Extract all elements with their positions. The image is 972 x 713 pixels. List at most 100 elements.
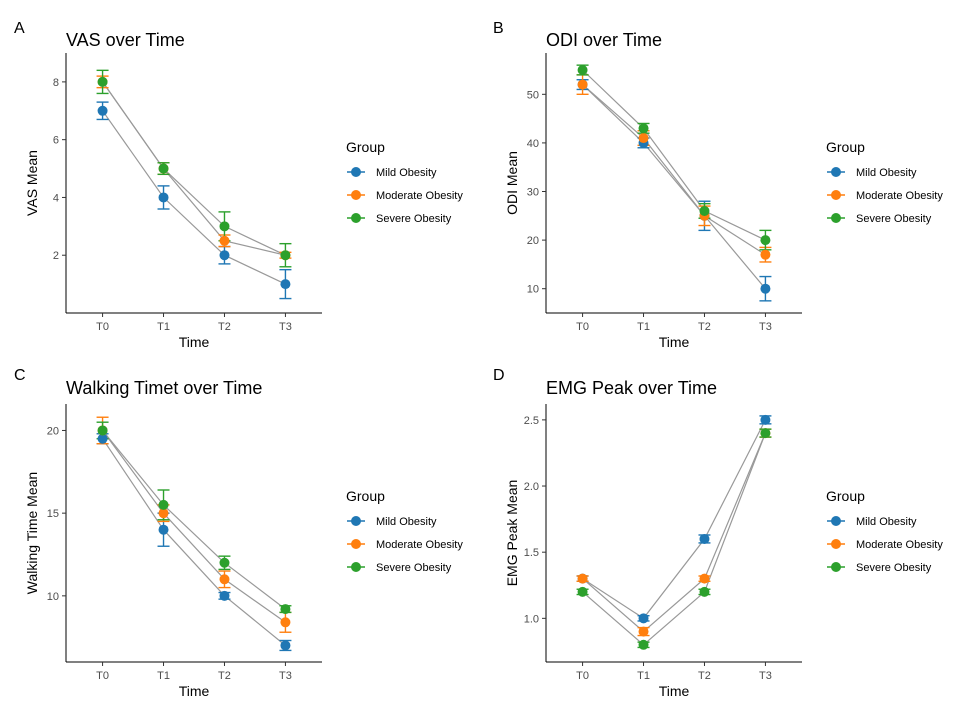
- x-tick-label: T1: [157, 321, 170, 333]
- data-point-mild-obesity: [638, 613, 649, 624]
- x-tick-label: T1: [637, 670, 650, 682]
- data-point-mild-obesity: [760, 283, 771, 294]
- data-point-moderate-obesity: [638, 133, 649, 144]
- chart-title: Walking Timet over Time: [66, 378, 262, 398]
- y-tick-label: 1.0: [524, 613, 539, 625]
- data-point-mild-obesity: [97, 105, 108, 116]
- series-line-moderate-obesity: [582, 84, 766, 256]
- legend-key-point-severe-obesity: [351, 213, 361, 223]
- data-point-severe-obesity: [280, 250, 291, 261]
- series-line-mild-obesity: [102, 438, 286, 646]
- y-tick-label: 6: [53, 135, 59, 147]
- x-tick-label: T2: [698, 670, 711, 682]
- chart-title: VAS over Time: [66, 30, 185, 50]
- data-point-mild-obesity: [219, 590, 230, 601]
- y-tick-label: 10: [47, 591, 59, 603]
- data-point-moderate-obesity: [638, 626, 649, 637]
- legend-key-point-severe-obesity: [831, 562, 841, 572]
- legend-key-point-severe-obesity: [351, 562, 361, 572]
- legend-title: Group: [346, 488, 385, 504]
- legend-key-point-mild-obesity: [831, 516, 841, 526]
- y-tick-label: 20: [47, 425, 59, 437]
- legend-label-severe-obesity: Severe Obesity: [376, 562, 452, 574]
- legend-title: Group: [826, 139, 865, 155]
- y-tick-label: 1.5: [524, 547, 539, 559]
- series-line-moderate-obesity: [582, 432, 766, 633]
- legend-label-moderate-obesity: Moderate Obesity: [376, 539, 463, 551]
- legend: Group Mild Obesity Moderate Obesity Severe …: [826, 488, 943, 574]
- legend-title: Group: [826, 488, 865, 504]
- legend-key-point-moderate-obesity: [831, 190, 841, 200]
- data-point-mild-obesity: [158, 192, 169, 203]
- series-line-mild-obesity: [102, 110, 286, 285]
- legend: Group Mild Obesity Moderate Obesity Severe …: [346, 488, 463, 574]
- y-tick-label: 2.5: [524, 415, 539, 427]
- panel-label: B: [493, 20, 504, 37]
- data-point-severe-obesity: [577, 65, 588, 76]
- legend-key-point-moderate-obesity: [351, 190, 361, 200]
- legend-label-severe-obesity: Severe Obesity: [856, 213, 932, 225]
- legend-key-point-moderate-obesity: [831, 539, 841, 549]
- data-point-severe-obesity: [760, 428, 771, 439]
- data-point-moderate-obesity: [577, 573, 588, 584]
- x-axis-label: Time: [659, 683, 690, 699]
- legend-label-mild-obesity: Mild Obesity: [376, 167, 437, 179]
- legend: Group Mild Obesity Moderate Obesity Severe …: [826, 139, 943, 225]
- data-point-mild-obesity: [280, 279, 291, 290]
- data-point-moderate-obesity: [760, 249, 771, 260]
- data-point-severe-obesity: [638, 639, 649, 650]
- y-axis-label: VAS Mean: [24, 150, 40, 216]
- data-point-mild-obesity: [280, 640, 291, 651]
- series-line-mild-obesity: [582, 84, 766, 290]
- y-axis-label: Walking Time Mean: [24, 472, 40, 594]
- legend-label-severe-obesity: Severe Obesity: [856, 562, 932, 574]
- x-tick-label: T3: [759, 321, 772, 333]
- y-tick-label: 40: [527, 138, 539, 150]
- y-tick-label: 50: [527, 89, 539, 101]
- x-tick-label: T3: [279, 670, 292, 682]
- y-tick-label: 30: [527, 187, 539, 199]
- data-point-moderate-obesity: [577, 79, 588, 90]
- data-point-severe-obesity: [219, 221, 230, 232]
- chart-title: EMG Peak over Time: [546, 378, 717, 398]
- panel-c: C Walking Timet over Time 10 15 20 T0 T1 T2 T3 Ti…: [14, 367, 463, 699]
- data-point-moderate-obesity: [158, 508, 169, 519]
- x-axis-label: Time: [179, 334, 210, 350]
- x-tick-label: T0: [576, 670, 589, 682]
- data-point-severe-obesity: [97, 76, 108, 87]
- panel-d: D EMG Peak over Time 1.0 1.5 2.0 2.5 T0 T1 T2 T3 T…: [493, 367, 943, 699]
- legend-label-severe-obesity: Severe Obesity: [376, 213, 452, 225]
- x-tick-label: T3: [759, 670, 772, 682]
- x-tick-label: T0: [96, 670, 109, 682]
- y-tick-label: 4: [53, 192, 59, 204]
- y-axis-label: EMG Peak Mean: [504, 480, 520, 587]
- legend-title: Group: [346, 139, 385, 155]
- legend-label-mild-obesity: Mild Obesity: [856, 167, 917, 179]
- y-tick-label: 2: [53, 250, 59, 262]
- data-point-severe-obesity: [158, 499, 169, 510]
- data-point-severe-obesity: [280, 604, 291, 615]
- data-point-moderate-obesity: [280, 617, 291, 628]
- data-point-severe-obesity: [760, 235, 771, 246]
- x-tick-label: T1: [637, 321, 650, 333]
- data-point-severe-obesity: [158, 163, 169, 174]
- panel-label: D: [493, 367, 505, 384]
- data-point-mild-obesity: [699, 533, 710, 544]
- legend-key-point-moderate-obesity: [351, 539, 361, 549]
- data-point-severe-obesity: [699, 205, 710, 216]
- x-axis-label: Time: [179, 683, 210, 699]
- y-axis-label: ODI Mean: [504, 151, 520, 215]
- data-point-moderate-obesity: [219, 235, 230, 246]
- series-line-moderate-obesity: [102, 81, 286, 256]
- data-point-mild-obesity: [219, 250, 230, 261]
- data-point-severe-obesity: [219, 557, 230, 568]
- panel-b: B ODI over Time 10 20 30 40 50 T0 T1 T2 T3 Time ODI …: [493, 20, 943, 350]
- legend-label-mild-obesity: Mild Obesity: [376, 516, 437, 528]
- panel-a: A VAS over Time 2 4 6 8 T0 T1 T2 T3 Time VAS Mean Gr…: [14, 20, 463, 350]
- panel-label: C: [14, 367, 26, 384]
- legend-key-point-severe-obesity: [831, 213, 841, 223]
- data-point-moderate-obesity: [219, 574, 230, 585]
- x-tick-label: T0: [96, 321, 109, 333]
- legend-key-point-mild-obesity: [351, 516, 361, 526]
- data-point-severe-obesity: [577, 586, 588, 597]
